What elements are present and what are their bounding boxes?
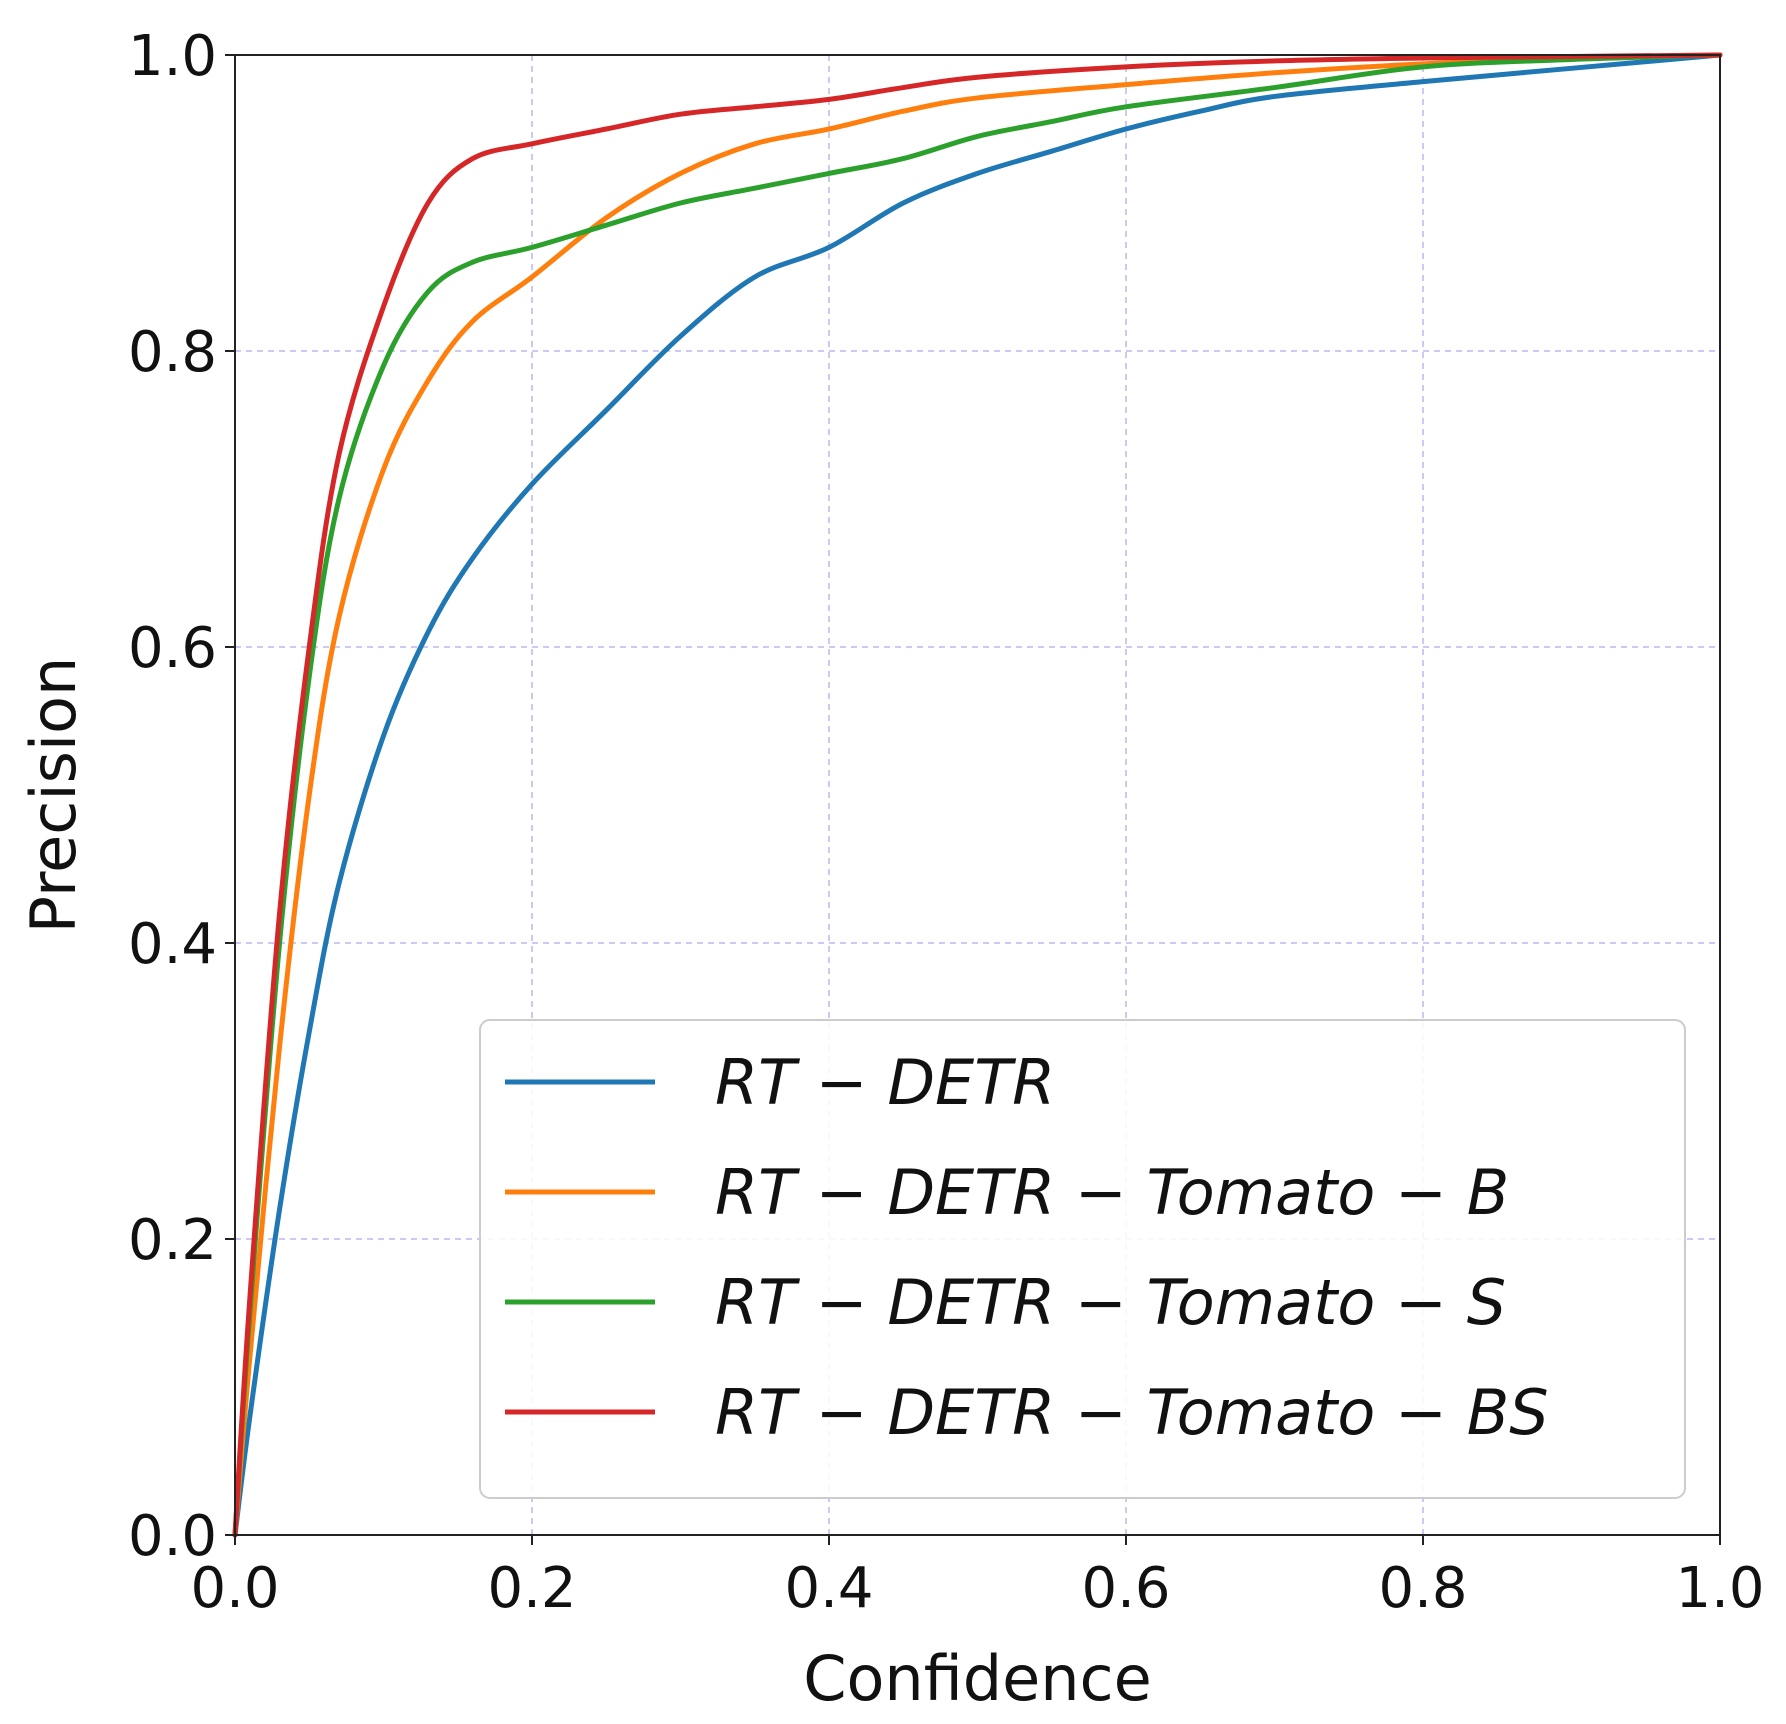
legend: RT − DETR RT − DETR − Tomato − B RT − DETR… bbox=[479, 1019, 1686, 1499]
legend-box bbox=[479, 1019, 1686, 1499]
x-tick-label: 0.8 bbox=[1378, 1556, 1467, 1621]
series-line-1 bbox=[232, 52, 1723, 1538]
y-axis-label: Precision bbox=[17, 657, 90, 934]
x-tick-label: 0.2 bbox=[487, 1556, 576, 1621]
series-line-3 bbox=[232, 52, 1723, 1538]
legend-label-1: RT − DETR − Tomato − B bbox=[715, 1156, 1509, 1229]
x-axis-label: Confidence bbox=[803, 1642, 1152, 1715]
x-tick-label: 0.4 bbox=[784, 1556, 873, 1621]
series-lines bbox=[232, 52, 1723, 1538]
legend-label-2: RT − DETR − Tomato − S bbox=[715, 1266, 1506, 1339]
y-tick-label: 0.4 bbox=[128, 912, 217, 977]
legend-label-3: RT − DETR − Tomato − BS bbox=[715, 1376, 1549, 1449]
x-tick-label: 0.0 bbox=[190, 1556, 279, 1621]
series-line-0 bbox=[232, 52, 1723, 1538]
y-tick-label: 0.6 bbox=[128, 616, 217, 681]
legend-label-0: RT − DETR bbox=[715, 1046, 1055, 1119]
y-tick-label: 0.0 bbox=[128, 1504, 217, 1569]
y-tick-label: 0.2 bbox=[128, 1208, 217, 1273]
axis-ticks: 0.0 0.2 0.4 0.6 0.8 1.0 0.0 0.2 0.4 0.6 0.8 1.0 bbox=[128, 24, 1765, 1621]
x-tick-label: 0.6 bbox=[1081, 1556, 1170, 1621]
y-tick-label: 0.8 bbox=[128, 320, 217, 385]
plot-frame bbox=[234, 54, 1721, 1536]
x-tick-label: 1.0 bbox=[1675, 1556, 1764, 1621]
y-tick-label: 1.0 bbox=[128, 24, 217, 89]
series-line-2 bbox=[232, 52, 1723, 1538]
